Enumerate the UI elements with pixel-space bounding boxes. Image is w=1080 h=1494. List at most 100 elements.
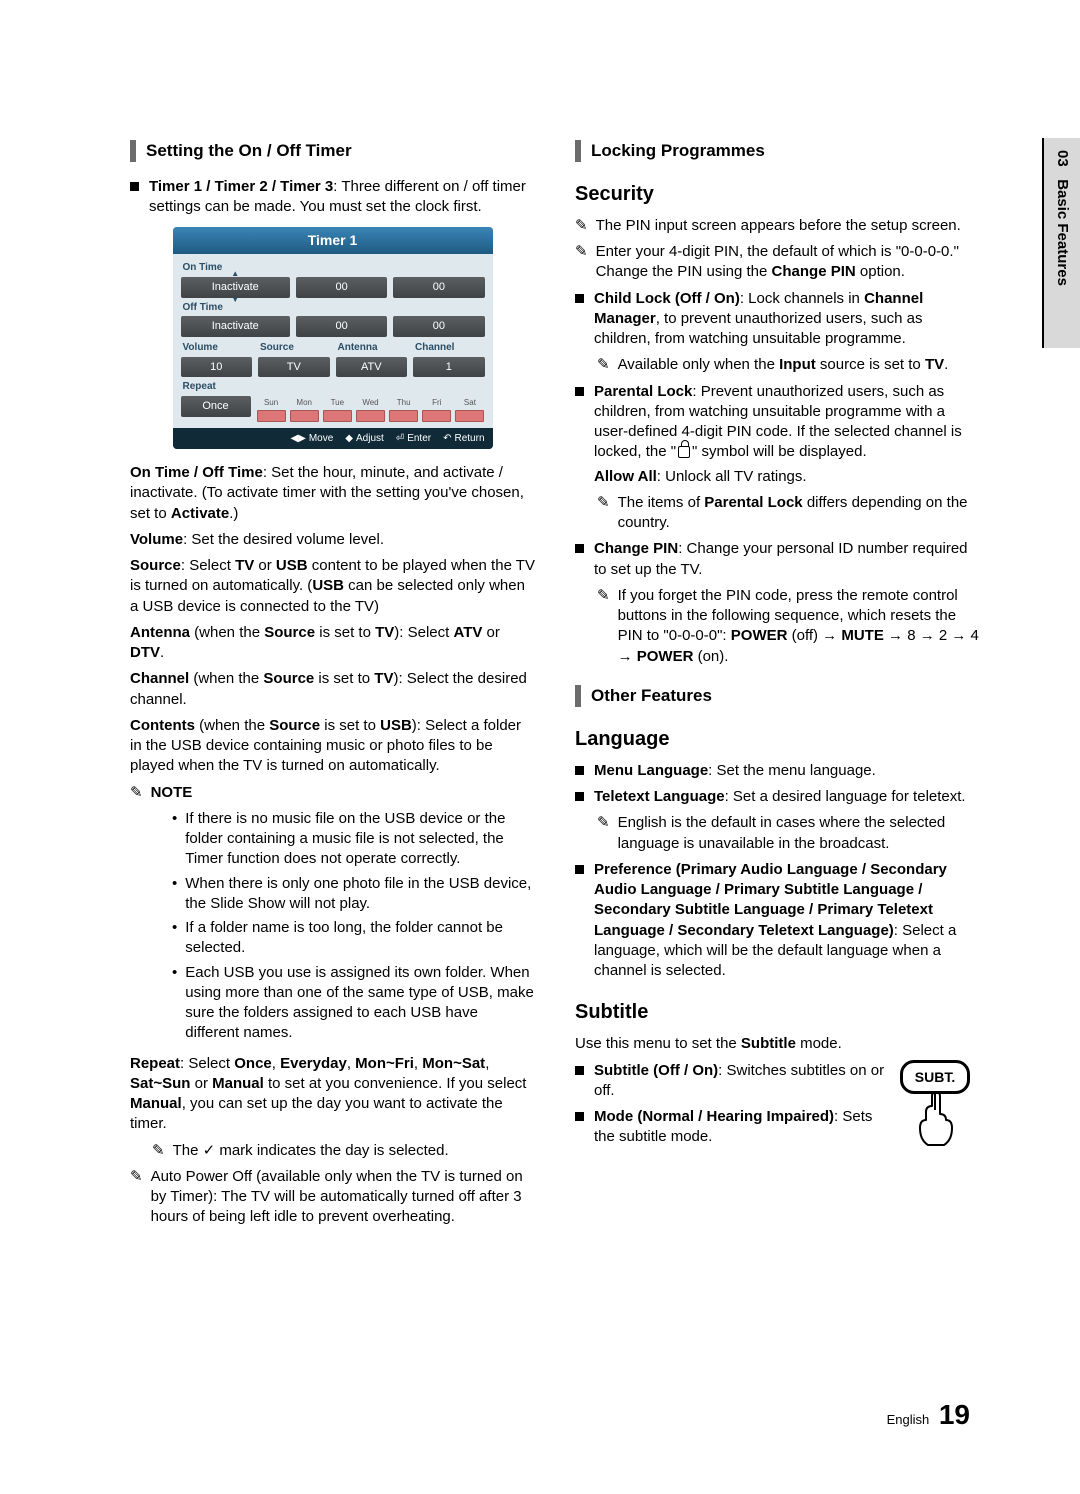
change-pin-note: ✎ If you forget the PIN code, press the … <box>597 586 980 667</box>
heading-text: Other Features <box>591 685 712 708</box>
day-thu[interactable] <box>389 410 418 422</box>
subtitle-intro: Use this menu to set the Subtitle mode. <box>575 1034 980 1054</box>
pin-note: ✎ The PIN input screen appears before th… <box>575 216 980 236</box>
child-lock: Child Lock (Off / On): Lock channels in … <box>575 289 980 350</box>
note-2: •When there is only one photo file in th… <box>172 874 535 915</box>
antenna-desc: Antenna (when the Source is set to TV): … <box>130 623 535 664</box>
square-bullet <box>575 792 584 801</box>
foot-return: ↶ Return <box>443 432 484 446</box>
check-note: ✎ The ✓ mark indicates the day is select… <box>152 1141 535 1161</box>
off-time-activate[interactable]: Inactivate <box>181 316 291 337</box>
note-icon: ✎ <box>575 242 588 283</box>
note-icon: ✎ <box>575 216 588 236</box>
source-val[interactable]: TV <box>258 357 330 378</box>
square-bullet <box>130 182 139 191</box>
note-icon: ✎ <box>152 1141 165 1161</box>
off-time-min[interactable]: 00 <box>393 316 484 337</box>
timer-body: On Time Inactivate 00 00 Off Time Inacti… <box>173 254 493 427</box>
security-title: Security <box>575 181 980 208</box>
heading-bar <box>575 140 581 162</box>
note-icon: ✎ <box>130 1167 143 1228</box>
subtitle-title: Subtitle <box>575 999 980 1026</box>
repeat-once[interactable]: Once <box>181 396 251 417</box>
footer-lang: English <box>887 1412 930 1427</box>
note-1: •If there is no music file on the USB de… <box>172 809 535 870</box>
parental-lock: Parental Lock: Prevent unauthorized user… <box>575 382 980 487</box>
day-sun[interactable] <box>257 410 286 422</box>
on-time-activate[interactable]: Inactivate <box>181 277 291 298</box>
parental-lock-note: ✎ The items of Parental Lock differs dep… <box>597 493 980 534</box>
timer-title: Timer 1 <box>173 227 493 254</box>
day-fri[interactable] <box>422 410 451 422</box>
section-heading: Other Features <box>575 685 980 708</box>
change-pin: Change PIN: Change your personal ID numb… <box>575 539 980 580</box>
page-footer: English 19 <box>887 1396 970 1434</box>
auto-power-off: ✎ Auto Power Off (available only when th… <box>130 1167 535 1228</box>
foot-adjust: ◆ Adjust <box>345 432 384 446</box>
note-4: •Each USB you use is assigned its own fo… <box>172 963 535 1044</box>
square-bullet <box>575 544 584 553</box>
note-icon: ✎ <box>130 783 143 803</box>
volume-desc: Volume: Set the desired volume level. <box>130 530 535 550</box>
subt-button: SUBT. <box>900 1060 970 1094</box>
preference: Preference (Primary Audio Language / Sec… <box>575 860 980 982</box>
section-heading: Setting the On / Off Timer <box>130 140 535 163</box>
contents-desc: Contents (when the Source is set to USB)… <box>130 716 535 777</box>
on-time-label: On Time <box>183 261 485 275</box>
chapter-title: Basic Features <box>1054 179 1071 286</box>
square-bullet <box>575 1066 584 1075</box>
section-heading: Locking Programmes <box>575 140 980 163</box>
day-tue[interactable] <box>323 410 352 422</box>
on-time-min[interactable]: 00 <box>393 277 484 298</box>
lock-icon <box>678 446 690 458</box>
foot-enter: ⏎ Enter <box>396 432 431 446</box>
on-off-time-desc: On Time / Off Time: Set the hour, minute… <box>130 463 535 524</box>
chapter-num: 03 <box>1054 150 1071 167</box>
language-title: Language <box>575 726 980 753</box>
square-bullet <box>575 865 584 874</box>
menu-language: Menu Language: Set the menu language. <box>575 761 980 781</box>
day-mon[interactable] <box>290 410 319 422</box>
note-heading: ✎ NOTE <box>130 783 535 803</box>
hand-icon <box>910 1090 960 1150</box>
foot-move: ◀▶ Move <box>290 432 333 446</box>
timer-widget: Timer 1 On Time Inactivate 00 00 Off Tim… <box>173 227 493 449</box>
heading-bar <box>130 140 136 162</box>
teletext-language: Teletext Language: Set a desired languag… <box>575 787 980 807</box>
day-sat[interactable] <box>455 410 484 422</box>
teletext-note: ✎ English is the default in cases where … <box>597 813 980 854</box>
note-icon: ✎ <box>597 813 610 854</box>
heading-bar <box>575 685 581 707</box>
heading-text: Setting the On / Off Timer <box>146 140 352 163</box>
repeat-label: Repeat <box>183 380 485 394</box>
timer-footer: ◀▶ Move ◆ Adjust ⏎ Enter ↶ Return <box>173 428 493 450</box>
on-time-hour[interactable]: 00 <box>296 277 387 298</box>
note-icon: ✎ <box>597 493 610 534</box>
note-icon: ✎ <box>597 586 610 667</box>
source-desc: Source: Select TV or USB content to be p… <box>130 556 535 617</box>
off-time-label: Off Time <box>183 301 485 315</box>
square-bullet <box>575 387 584 396</box>
days-row: Sun Mon Tue Wed Thu Fri Sat <box>257 398 485 422</box>
heading-text: Locking Programmes <box>591 140 765 163</box>
channel-desc: Channel (when the Source is set to TV): … <box>130 669 535 710</box>
vsac-headers: Volume Source Antenna Channel <box>181 341 485 355</box>
side-label: 03 Basic Features <box>1052 150 1072 286</box>
enter-pin-note: ✎ Enter your 4-digit PIN, the default of… <box>575 242 980 283</box>
timer-intro: Timer 1 / Timer 2 / Timer 3: Three diffe… <box>130 177 535 218</box>
child-lock-note: ✎ Available only when the Input source i… <box>597 355 980 375</box>
note-3: •If a folder name is too long, the folde… <box>172 918 535 959</box>
off-time-hour[interactable]: 00 <box>296 316 387 337</box>
square-bullet <box>575 1112 584 1121</box>
day-wed[interactable] <box>356 410 385 422</box>
page-number: 19 <box>939 1399 970 1430</box>
repeat-desc: Repeat: Select Once, Everyday, Mon~Fri, … <box>130 1054 535 1135</box>
left-column: Setting the On / Off Timer Timer 1 / Tim… <box>130 140 535 1234</box>
antenna-val[interactable]: ATV <box>336 357 408 378</box>
volume-val[interactable]: 10 <box>181 357 253 378</box>
subt-graphic: SUBT. <box>890 1060 980 1170</box>
intro-text: Timer 1 / Timer 2 / Timer 3: Three diffe… <box>149 177 535 218</box>
square-bullet <box>575 294 584 303</box>
note-icon: ✎ <box>597 355 610 375</box>
channel-val[interactable]: 1 <box>413 357 485 378</box>
